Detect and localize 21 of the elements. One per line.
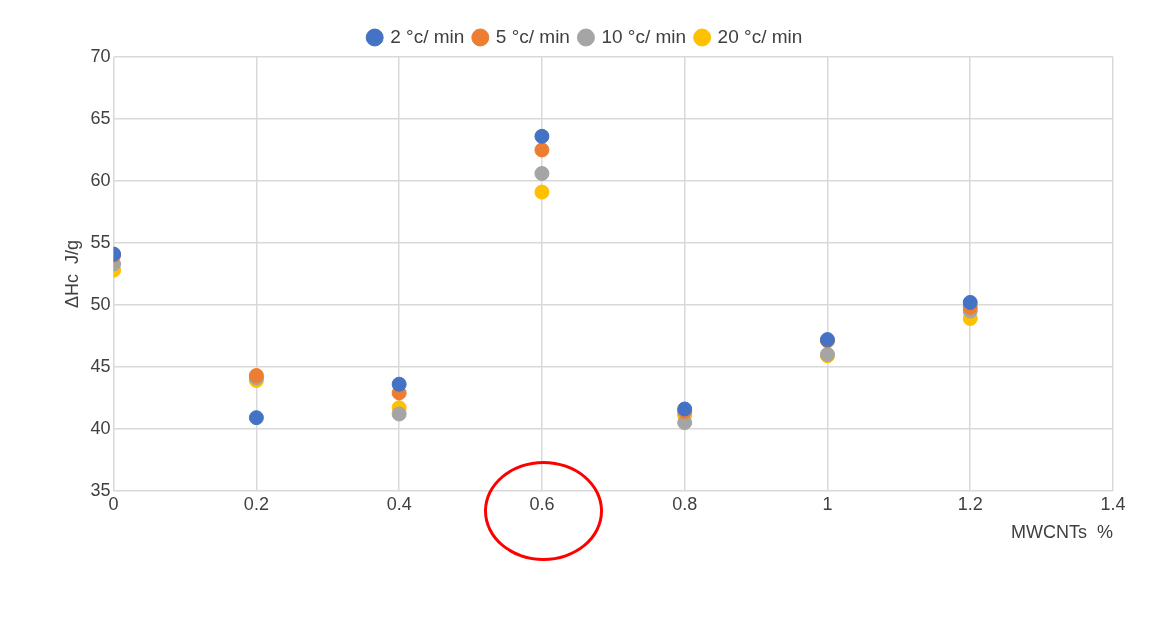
y-tick-label: 40 [90,417,111,438]
x-tick-label: 0.2 [243,493,269,514]
y-tick-label: 55 [90,231,111,252]
x-axis-title: MWCNTs % [1011,522,1113,543]
y-axis-title: ΔHc J/g [61,239,82,308]
x-tick-label: 1.2 [957,493,983,514]
x-tick-label: 0.8 [672,493,698,514]
y-tick-label: 50 [90,293,111,314]
y-tick-label: 70 [90,45,111,66]
legend-label: 5 °c/ min [495,25,570,47]
x-tick-label: 0.4 [386,493,412,514]
y-tick-label: 65 [90,107,111,128]
x-tick-label: 0.6 [529,493,555,514]
legend-label: 2 °c/ min [390,25,465,47]
legend-label: 10 °c/ min [601,25,687,47]
y-tick-label: 60 [90,169,111,190]
legend-label: 20 °c/ min [717,25,803,47]
y-tick-label: 35 [90,479,111,500]
x-tick-label: 1 [822,493,833,514]
x-tick-label: 1.4 [1100,493,1126,514]
y-tick-label: 45 [90,355,111,376]
